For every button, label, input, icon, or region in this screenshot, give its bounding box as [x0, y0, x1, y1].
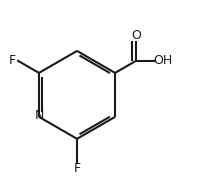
Text: O: O: [131, 29, 141, 42]
Text: N: N: [34, 109, 44, 122]
Text: F: F: [9, 54, 16, 67]
Text: OH: OH: [153, 54, 173, 67]
Text: F: F: [73, 162, 81, 175]
